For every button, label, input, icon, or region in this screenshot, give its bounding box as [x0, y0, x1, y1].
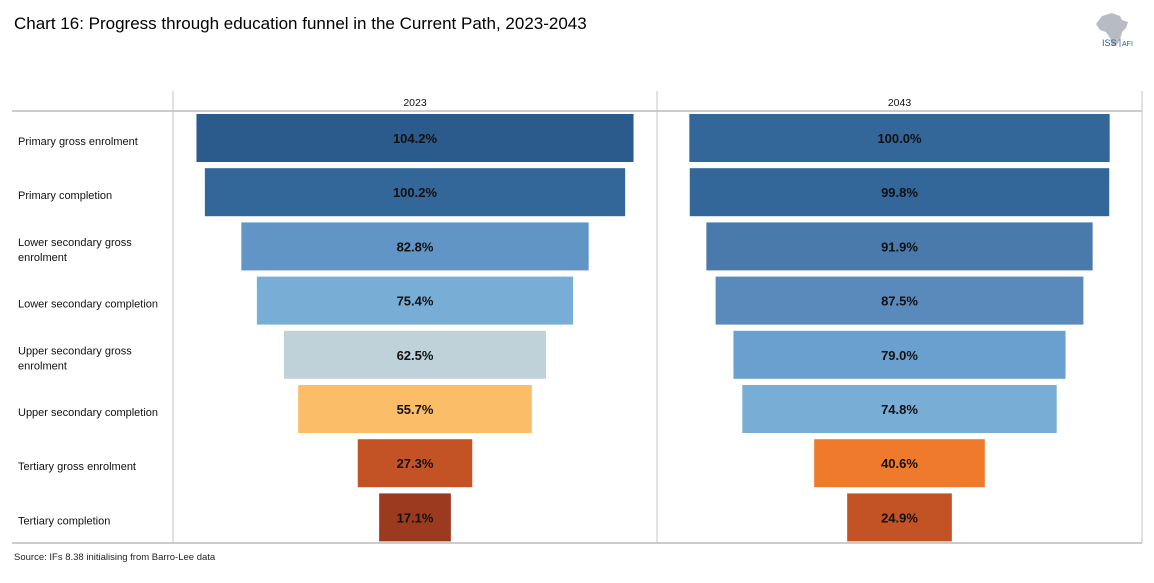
panel-2043: 2043 100.0% 99.8% 91.9% 87.5% 79.0% 74.8% 40.6%… [689, 97, 1110, 542]
bar-value-label: 79.0% [881, 348, 918, 363]
funnel-bar [241, 222, 589, 271]
funnel-bar [689, 168, 1110, 217]
funnel-bar [379, 493, 451, 542]
category-label-line: enrolment [18, 360, 67, 372]
bar-value-label: 24.9% [881, 510, 918, 525]
category-label-line: Primary gross enrolment [18, 136, 138, 148]
category-label-line: Lower secondary gross [18, 237, 132, 249]
bar-value-label: 100.0% [877, 131, 922, 146]
africa-map-icon [1096, 13, 1128, 46]
source-note: Source: IFs 8.38 initialising from Barro… [14, 552, 216, 563]
bar-value-label: 27.3% [397, 456, 434, 471]
funnel-bar [733, 330, 1066, 379]
logo-text-main: ISS [1102, 38, 1117, 48]
category-label: Primary completion [18, 190, 112, 202]
bar-value-label: 104.2% [393, 131, 438, 146]
category-label: Upper secondary gross enrolment [18, 345, 132, 372]
funnel-bar [847, 493, 952, 542]
funnel-bar [196, 114, 634, 162]
funnel-bar [706, 222, 1093, 271]
bar-value-label: 99.8% [881, 185, 918, 200]
bar-value-label: 75.4% [397, 294, 434, 309]
category-label-line: Lower secondary completion [18, 299, 158, 311]
bar-value-label: 40.6% [881, 456, 918, 471]
funnel-bar [689, 114, 1110, 162]
funnel-bar [204, 168, 626, 217]
iss-afi-logo: ISS AFI [1096, 13, 1133, 48]
bar-value-label: 82.8% [397, 239, 434, 254]
bar-value-label: 55.7% [397, 402, 434, 417]
bar-value-label: 91.9% [881, 239, 918, 254]
funnel-bar [298, 385, 532, 433]
panel-2023: 2023 104.2% 100.2% 82.8% 75.4% 62.5% 55.7% 27.3… [196, 97, 634, 542]
panel-header: 2043 [888, 97, 912, 109]
category-label-line: Primary completion [18, 190, 112, 202]
category-label-line: Tertiary gross enrolment [18, 461, 136, 473]
category-label-line: Upper secondary completion [18, 407, 158, 419]
funnel-bar [357, 439, 473, 488]
category-label: Tertiary completion [18, 515, 110, 527]
chart-title: Chart 16: Progress through education fun… [14, 14, 587, 33]
funnel-bar [715, 276, 1084, 325]
bar-value-label: 17.1% [397, 510, 434, 525]
bar-value-label: 100.2% [393, 185, 438, 200]
category-label-line: Tertiary completion [18, 515, 110, 527]
funnel-bar [256, 276, 574, 325]
bar-value-label: 62.5% [397, 348, 434, 363]
category-label: Lower secondary gross enrolment [18, 237, 132, 264]
category-label: Upper secondary completion [18, 407, 158, 419]
category-label-line: enrolment [18, 252, 67, 264]
funnel-bar [283, 330, 547, 379]
category-label-line: Upper secondary gross [18, 345, 132, 357]
bar-value-label: 87.5% [881, 294, 918, 309]
category-label: Primary gross enrolment [18, 136, 138, 148]
category-label: Lower secondary completion [18, 299, 158, 311]
funnel-bar [742, 385, 1057, 433]
logo-text-sub: AFI [1122, 41, 1133, 48]
bar-value-label: 74.8% [881, 402, 918, 417]
panel-header: 2023 [403, 97, 427, 109]
funnel-bar [814, 439, 985, 488]
category-label: Tertiary gross enrolment [18, 461, 136, 473]
